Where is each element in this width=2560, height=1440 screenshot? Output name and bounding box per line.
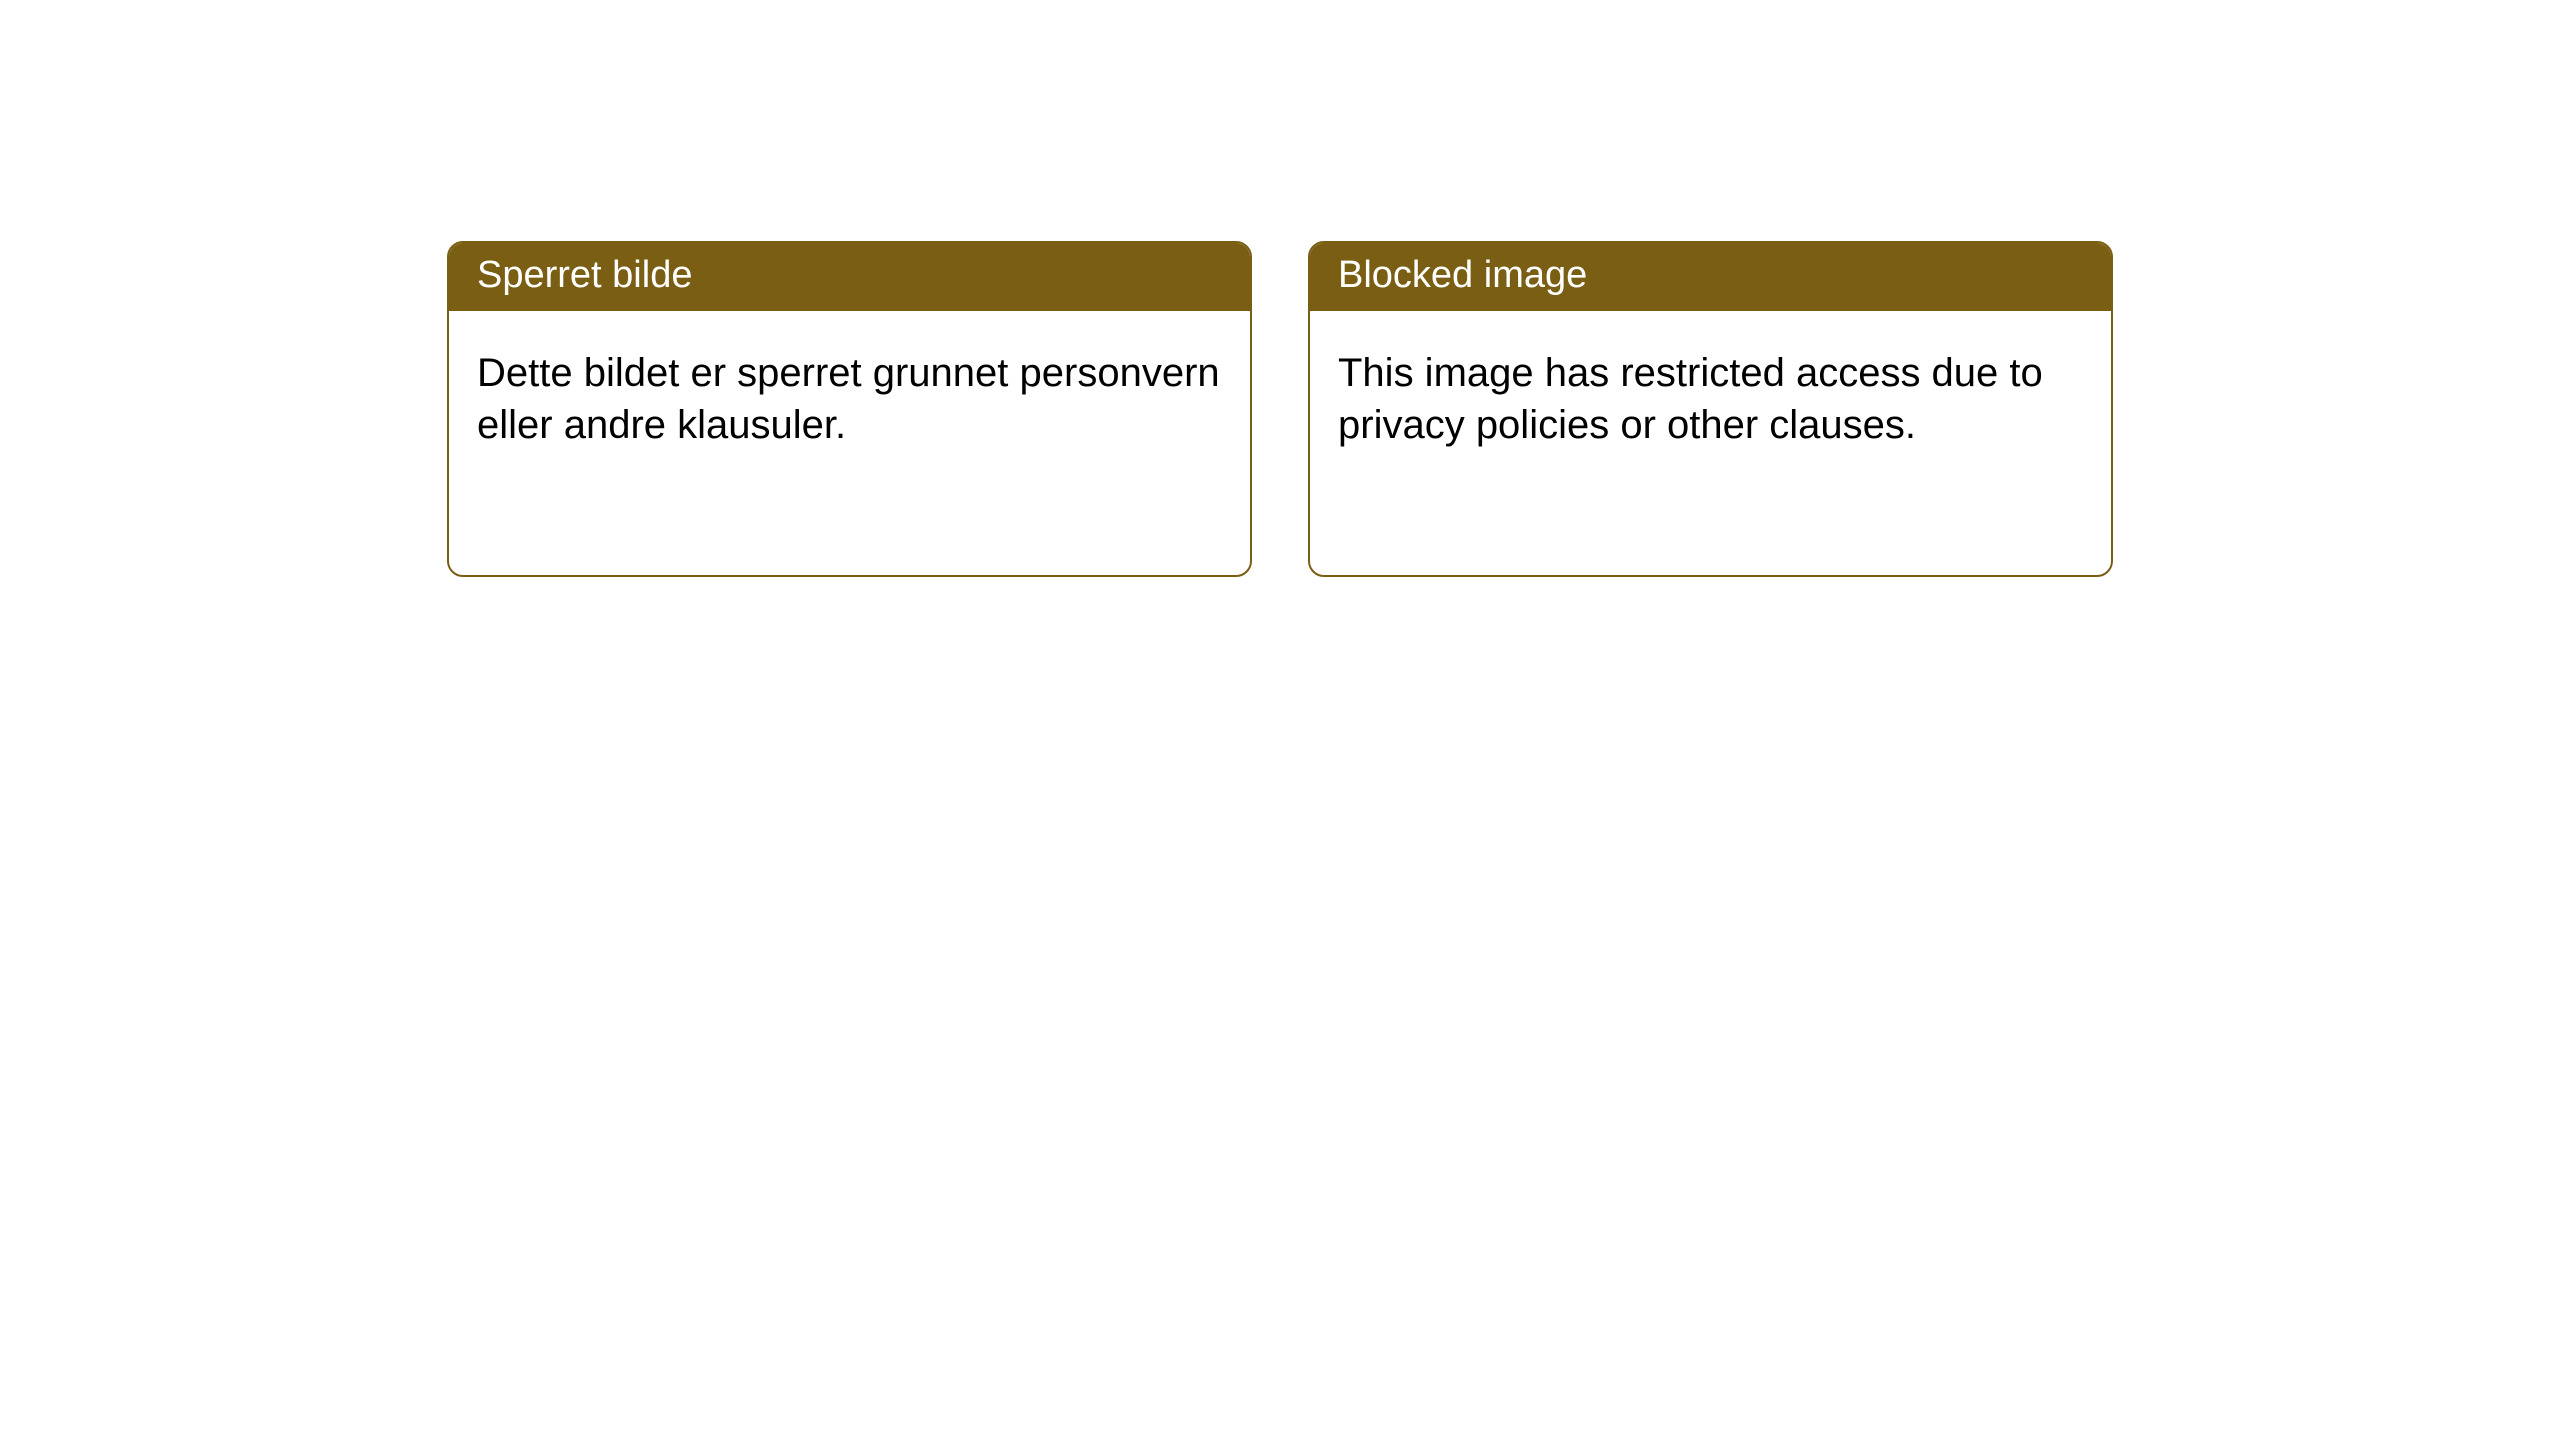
notice-body: This image has restricted access due to … [1310, 311, 2111, 471]
notice-body: Dette bildet er sperret grunnet personve… [449, 311, 1250, 471]
notice-title: Blocked image [1338, 254, 1587, 296]
notice-box-english: Blocked image This image has restricted … [1308, 241, 2113, 577]
notice-container: Sperret bilde Dette bildet er sperret gr… [447, 241, 2113, 577]
notice-title: Sperret bilde [477, 254, 692, 296]
notice-message: This image has restricted access due to … [1338, 351, 2043, 447]
notice-message: Dette bildet er sperret grunnet personve… [477, 351, 1220, 447]
notice-header: Blocked image [1310, 243, 2111, 311]
notice-header: Sperret bilde [449, 243, 1250, 311]
notice-box-norwegian: Sperret bilde Dette bildet er sperret gr… [447, 241, 1252, 577]
